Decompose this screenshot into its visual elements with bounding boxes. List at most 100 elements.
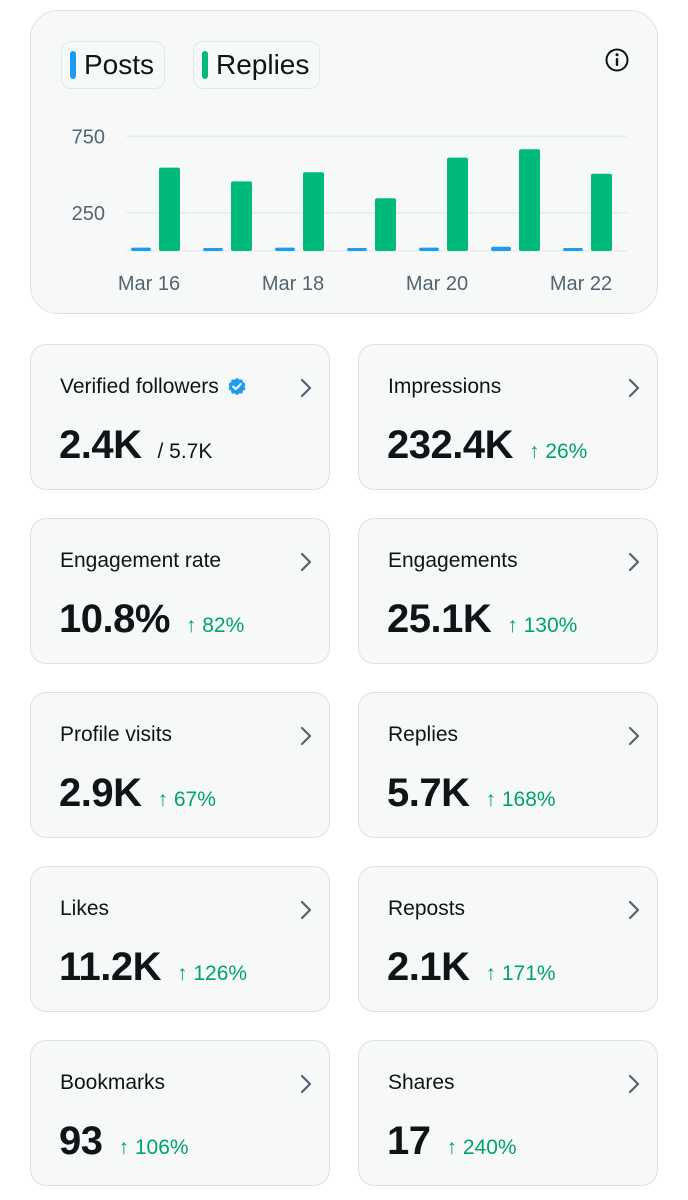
replies-bar[interactable]	[303, 172, 324, 251]
stat-label-text: Replies	[388, 723, 459, 746]
stat-card-bookmarks[interactable]: Bookmarks 93 ↑ 106%	[30, 1040, 330, 1186]
info-icon[interactable]	[604, 47, 630, 73]
stat-label-text: Verified followers	[60, 375, 219, 398]
replies-bar[interactable]	[447, 157, 468, 251]
stat-label-text: Engagement rate	[60, 549, 222, 572]
replies-bar[interactable]	[159, 167, 180, 251]
chevron-right-icon	[300, 1074, 312, 1094]
stat-value: 5.7K	[387, 771, 470, 815]
stat-value: 2.9K	[59, 771, 142, 815]
stat-change: ↑ 171%	[485, 962, 556, 985]
posts-bar[interactable]	[203, 248, 223, 251]
replies-bar[interactable]	[519, 149, 540, 251]
posts-bar[interactable]	[131, 247, 151, 251]
chevron-right-icon	[300, 378, 312, 398]
stat-value-row: 2.9K ↑ 67%	[59, 771, 216, 816]
stat-card-likes[interactable]: Likes 11.2K ↑ 126%	[30, 866, 330, 1012]
stat-value: 2.4K	[59, 423, 142, 467]
legend-posts-label: Posts	[84, 49, 155, 80]
replies-swatch	[202, 51, 208, 79]
chevron-right-icon	[628, 378, 640, 398]
stat-value-row: 93 ↑ 106%	[59, 1119, 189, 1164]
stat-card-verified-followers[interactable]: Verified followers 2.4K / 5.7K	[30, 344, 330, 490]
stat-label: Shares	[388, 1071, 455, 1095]
chevron-right-icon	[300, 726, 312, 746]
stat-label-text: Shares	[388, 1071, 455, 1094]
stat-label: Profile visits	[60, 723, 172, 747]
stat-label: Bookmarks	[60, 1071, 165, 1095]
stat-value: 25.1K	[387, 597, 492, 641]
stat-card-profile-visits[interactable]: Profile visits 2.9K ↑ 67%	[30, 692, 330, 838]
stat-value-row: 2.4K / 5.7K	[59, 423, 212, 468]
stat-change: ↑ 82%	[185, 614, 245, 637]
posts-bar[interactable]	[563, 248, 583, 251]
stat-change: ↑ 67%	[157, 788, 216, 811]
stat-value: 11.2K	[59, 945, 162, 989]
stat-change: ↑ 126%	[177, 962, 248, 985]
stat-label-text: Bookmarks	[60, 1071, 166, 1094]
stat-label: Reposts	[388, 897, 465, 921]
stat-card-engagements[interactable]: Engagements 25.1K ↑ 130%	[358, 518, 658, 664]
bar-chart: 250 750 Mar 16 Mar 18 Mar 20 Mar 22	[72, 126, 627, 295]
chart-card: Posts Replies 250 750 Mar 16 Mar 18 Mar 20 Ma…	[30, 10, 658, 314]
chevron-right-icon	[628, 1074, 640, 1094]
replies-bar[interactable]	[231, 181, 252, 251]
stat-label: Engagement rate	[60, 549, 221, 573]
stat-value-row: 17 ↑ 240%	[387, 1119, 517, 1164]
stat-value-row: 5.7K ↑ 168%	[387, 771, 556, 816]
posts-swatch	[70, 51, 76, 79]
stat-value-row: 10.8% ↑ 82%	[59, 597, 244, 642]
chevron-right-icon	[628, 726, 640, 746]
stat-label-text: Engagements	[388, 549, 518, 572]
posts-bar[interactable]	[491, 246, 511, 251]
y-tick-label: 750	[72, 126, 105, 148]
stat-change: ↑ 106%	[118, 1136, 189, 1159]
stat-value: 2.1K	[387, 945, 470, 989]
replies-bar[interactable]	[591, 173, 612, 251]
stat-value: 232.4K	[387, 423, 513, 467]
stat-value-row: 25.1K ↑ 130%	[387, 597, 577, 642]
chevron-right-icon	[628, 552, 640, 572]
x-tick-label: Mar 20	[406, 273, 468, 295]
stat-label-text: Likes	[60, 897, 110, 920]
stat-value: 10.8%	[59, 597, 170, 641]
stat-card-reposts[interactable]: Reposts 2.1K ↑ 171%	[358, 866, 658, 1012]
posts-bar[interactable]	[419, 247, 439, 251]
chevron-right-icon	[300, 900, 312, 920]
verified-badge-icon	[228, 377, 246, 396]
stat-label-text: Reposts	[388, 897, 466, 920]
y-tick-label: 250	[72, 203, 105, 225]
x-tick-label: Mar 18	[262, 273, 324, 295]
legend-replies-label: Replies	[216, 49, 310, 80]
stat-label-text: Profile visits	[60, 723, 173, 746]
stat-label: Replies	[388, 723, 458, 747]
x-tick-label: Mar 22	[550, 273, 612, 295]
x-tick-label: Mar 16	[118, 273, 180, 295]
chevron-right-icon	[300, 552, 312, 572]
stat-value-row: 2.1K ↑ 171%	[387, 945, 556, 990]
stat-change: ↑ 26%	[528, 440, 588, 463]
stat-label: Likes	[60, 897, 109, 921]
legend-replies[interactable]: Replies	[193, 41, 321, 89]
stat-card-engagement-rate[interactable]: Engagement rate 10.8% ↑ 82%	[30, 518, 330, 664]
stat-value-row: 232.4K ↑ 26%	[387, 423, 587, 468]
stat-card-replies[interactable]: Replies 5.7K ↑ 168%	[358, 692, 658, 838]
stat-value-row: 11.2K ↑ 126%	[59, 945, 247, 990]
chevron-right-icon	[628, 900, 640, 920]
stat-total: / 5.7K	[157, 440, 213, 463]
stat-label-text: Impressions	[388, 375, 502, 398]
replies-bar[interactable]	[375, 198, 396, 251]
stat-label: Impressions	[388, 375, 501, 399]
posts-bar[interactable]	[275, 247, 295, 251]
stat-label: Engagements	[388, 549, 518, 573]
stat-change: ↑ 240%	[446, 1136, 517, 1159]
stat-card-impressions[interactable]: Impressions 232.4K ↑ 26%	[358, 344, 658, 490]
posts-bar[interactable]	[347, 248, 367, 251]
stat-value: 93	[59, 1119, 103, 1163]
stat-card-shares[interactable]: Shares 17 ↑ 240%	[358, 1040, 658, 1186]
stat-change: ↑ 130%	[507, 614, 578, 637]
stat-change: ↑ 168%	[485, 788, 556, 811]
stat-label: Verified followers	[60, 375, 247, 399]
stat-value: 17	[387, 1119, 431, 1163]
legend-posts[interactable]: Posts	[61, 41, 166, 89]
